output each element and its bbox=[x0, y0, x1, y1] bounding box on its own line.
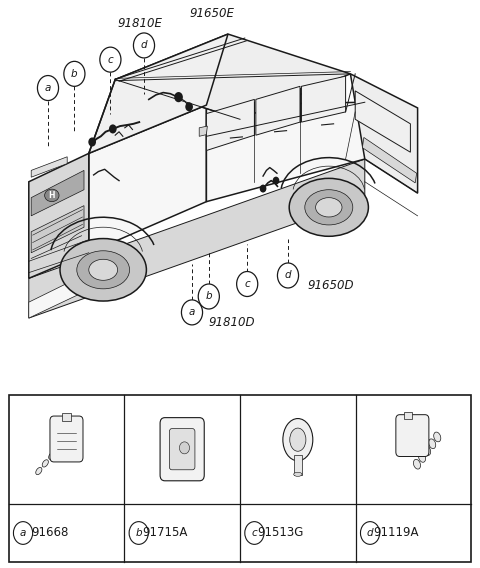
Circle shape bbox=[64, 61, 85, 86]
Ellipse shape bbox=[48, 452, 55, 460]
Text: d: d bbox=[141, 40, 147, 51]
Circle shape bbox=[237, 272, 258, 296]
Ellipse shape bbox=[61, 437, 68, 444]
Text: 91810E: 91810E bbox=[118, 18, 162, 30]
Polygon shape bbox=[206, 99, 254, 151]
Ellipse shape bbox=[60, 239, 146, 301]
Polygon shape bbox=[29, 273, 89, 318]
Circle shape bbox=[185, 102, 193, 111]
Ellipse shape bbox=[290, 428, 306, 451]
Text: d: d bbox=[367, 528, 373, 538]
Circle shape bbox=[180, 442, 190, 454]
Circle shape bbox=[100, 47, 121, 72]
Bar bbox=[294, 456, 302, 475]
Text: a: a bbox=[189, 307, 195, 318]
Circle shape bbox=[260, 185, 266, 193]
Circle shape bbox=[174, 92, 183, 102]
Text: b: b bbox=[135, 528, 142, 538]
Polygon shape bbox=[115, 34, 350, 119]
FancyBboxPatch shape bbox=[396, 415, 429, 457]
Text: c: c bbox=[108, 55, 113, 65]
Polygon shape bbox=[89, 34, 228, 153]
FancyBboxPatch shape bbox=[50, 416, 83, 462]
Text: 91650D: 91650D bbox=[307, 279, 354, 291]
Bar bbox=[9, 395, 471, 562]
Text: c: c bbox=[252, 528, 257, 538]
Ellipse shape bbox=[423, 446, 431, 456]
Text: 91119A: 91119A bbox=[374, 527, 419, 540]
Polygon shape bbox=[350, 74, 418, 193]
Circle shape bbox=[181, 300, 203, 325]
Text: c: c bbox=[244, 279, 250, 289]
Circle shape bbox=[37, 76, 59, 101]
Polygon shape bbox=[31, 157, 67, 177]
Polygon shape bbox=[256, 86, 300, 135]
Ellipse shape bbox=[419, 453, 426, 462]
Circle shape bbox=[129, 521, 148, 544]
Text: 91668: 91668 bbox=[31, 527, 68, 540]
Ellipse shape bbox=[289, 178, 369, 236]
Ellipse shape bbox=[42, 460, 48, 467]
Ellipse shape bbox=[77, 251, 130, 289]
Polygon shape bbox=[355, 91, 410, 152]
Polygon shape bbox=[199, 126, 207, 136]
Polygon shape bbox=[31, 170, 84, 216]
Text: 91513G: 91513G bbox=[258, 527, 304, 540]
Ellipse shape bbox=[413, 460, 420, 469]
Circle shape bbox=[13, 521, 33, 544]
Text: H: H bbox=[48, 191, 55, 200]
Bar bbox=[404, 412, 412, 419]
FancyBboxPatch shape bbox=[169, 429, 195, 470]
Polygon shape bbox=[29, 159, 365, 318]
Circle shape bbox=[360, 521, 380, 544]
Ellipse shape bbox=[45, 189, 59, 202]
Polygon shape bbox=[89, 105, 206, 253]
Polygon shape bbox=[206, 102, 365, 202]
Ellipse shape bbox=[316, 198, 342, 217]
Circle shape bbox=[277, 263, 299, 288]
Text: b: b bbox=[205, 291, 212, 302]
FancyBboxPatch shape bbox=[160, 417, 204, 481]
Polygon shape bbox=[29, 153, 89, 278]
Ellipse shape bbox=[55, 445, 61, 452]
Ellipse shape bbox=[434, 432, 441, 442]
Text: d: d bbox=[285, 270, 291, 281]
Ellipse shape bbox=[305, 190, 353, 225]
Ellipse shape bbox=[36, 467, 42, 475]
Circle shape bbox=[245, 521, 264, 544]
Ellipse shape bbox=[283, 419, 313, 461]
Text: a: a bbox=[45, 83, 51, 93]
Polygon shape bbox=[301, 76, 346, 122]
Polygon shape bbox=[31, 206, 84, 253]
Circle shape bbox=[273, 177, 279, 185]
Ellipse shape bbox=[89, 259, 118, 280]
Text: 91650E: 91650E bbox=[190, 7, 234, 19]
Circle shape bbox=[109, 124, 117, 133]
Circle shape bbox=[198, 284, 219, 309]
Bar bbox=[62, 413, 71, 420]
Text: 91715A: 91715A bbox=[143, 527, 188, 540]
Text: a: a bbox=[20, 528, 26, 538]
Polygon shape bbox=[362, 137, 417, 183]
Text: b: b bbox=[71, 69, 78, 79]
Ellipse shape bbox=[294, 472, 302, 477]
Circle shape bbox=[133, 33, 155, 58]
Circle shape bbox=[88, 137, 96, 147]
Text: 91810D: 91810D bbox=[209, 316, 255, 328]
Ellipse shape bbox=[429, 439, 436, 449]
